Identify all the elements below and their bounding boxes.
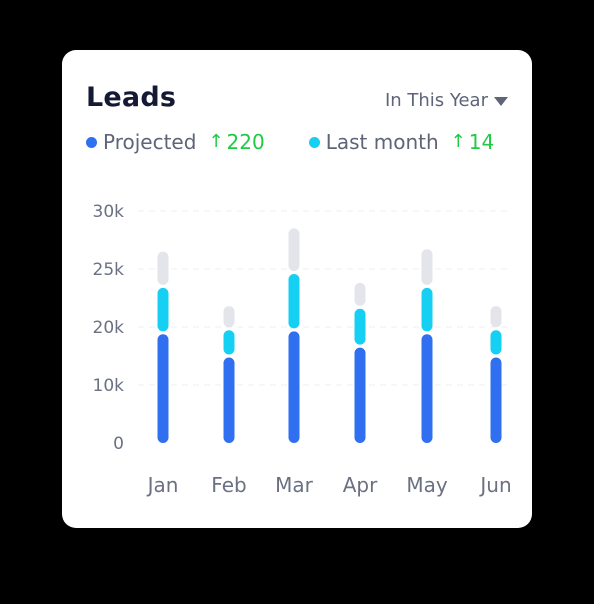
bar-last-month [490,330,502,355]
x-category-label: Jan [146,473,179,497]
bar-remainder [288,228,300,271]
y-tick-label: 30k [93,202,125,222]
legend-item-projected: Projected ↑ 220 [86,130,265,154]
y-tick-label: 10k [93,376,125,396]
x-category-label: Feb [211,473,246,497]
legend-delta-projected: ↑ 220 [208,130,264,154]
legend-item-last-month: Last month ↑ 14 [308,130,495,154]
leads-bar-chart: 0 10k 20k 25k 30k Jan Feb Mar Apr May Jun [93,202,512,497]
leads-card: Leads In This Year Projected ↑ 220 Last … [62,50,532,528]
bar-projected [157,334,169,443]
legend-label-last-month: Last month [325,130,439,154]
bar-last-month [223,330,235,355]
period-dropdown-label: In This Year [384,90,488,111]
arrow-up-icon: ↑ [208,131,224,152]
bar-projected [223,357,235,443]
y-tick-label: 0 [113,434,124,454]
y-tick-label: 20k [93,318,125,338]
bar-last-month [157,287,169,332]
bar-projected [354,347,366,443]
x-category-label: Jun [478,473,511,497]
legend: Projected ↑ 220 Last month ↑ 14 [86,130,494,154]
y-tick-label: 25k [93,260,125,280]
bar-last-month [288,273,300,329]
x-category-label: May [406,473,448,497]
bar-remainder [223,306,235,328]
caret-down-icon [494,96,508,106]
bar-remainder [490,306,502,328]
legend-delta-value-last-month: 14 [468,130,495,154]
bar-remainder [421,249,433,285]
legend-delta-last-month: ↑ 14 [451,130,495,154]
bar-projected [490,357,502,443]
bar-last-month [354,308,366,345]
period-dropdown[interactable]: In This Year [385,90,508,111]
legend-delta-value-projected: 220 [226,130,265,154]
projected-dot-icon [86,136,97,148]
arrow-up-icon: ↑ [450,131,466,152]
bar-remainder [354,282,366,306]
last-month-dot-icon [308,136,320,148]
bar-projected [421,334,433,443]
x-category-label: Mar [275,473,314,497]
card-title: Leads [86,82,177,113]
legend-label-projected: Projected [103,130,197,154]
x-category-label: Apr [343,473,378,497]
bar-last-month [421,287,433,332]
bar-remainder [157,251,169,285]
bar-projected [288,331,300,443]
